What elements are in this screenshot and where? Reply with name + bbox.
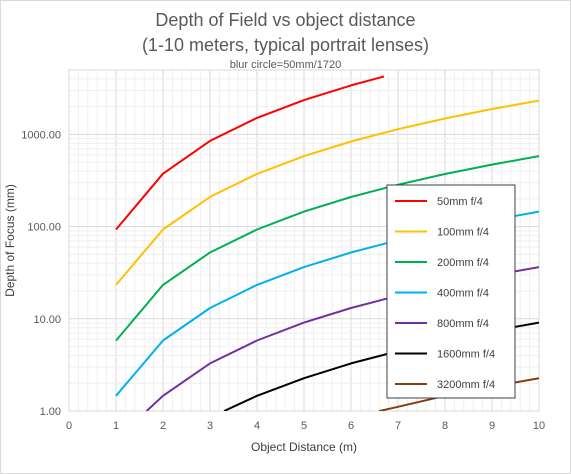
x-tick-label: 9 (489, 420, 495, 432)
x-tick-label: 10 (533, 420, 545, 432)
y-tick-label: 1.00 (40, 406, 61, 418)
chart-note: blur circle=50mm/1720 (229, 59, 342, 71)
y-axis-title: Depth of Focus (mm) (3, 184, 17, 297)
legend-label: 50mm f/4 (437, 196, 483, 208)
legend-label: 400mm f/4 (437, 288, 489, 300)
x-tick-label: 3 (207, 420, 213, 432)
series-line (115, 155, 539, 342)
series-line (115, 75, 385, 231)
x-axis-title: Object Distance (m) (251, 440, 357, 454)
x-tick-label: 0 (66, 420, 72, 432)
y-tick-label: 10.00 (33, 314, 61, 326)
x-tick-label: 8 (442, 420, 448, 432)
legend-label: 800mm f/4 (437, 318, 489, 330)
legend-label: 3200mm f/4 (437, 379, 495, 391)
y-tick-label: 1000.00 (21, 129, 61, 141)
x-tick-label: 5 (301, 420, 307, 432)
chart-subtitle: (1-10 meters, typical portrait lenses) (141, 35, 430, 55)
y-tick-label: 100.00 (27, 222, 61, 234)
chart-title: Depth of Field vs object distance (155, 10, 416, 30)
x-tick-label: 1 (113, 420, 119, 432)
legend-label: 1600mm f/4 (437, 349, 495, 361)
x-tick-label: 7 (395, 420, 401, 432)
x-tick-label: 4 (254, 420, 260, 432)
legend-label: 100mm f/4 (437, 227, 489, 239)
x-tick-label: 6 (348, 420, 354, 432)
legend-label: 200mm f/4 (437, 257, 489, 269)
series-line (115, 99, 539, 286)
x-tick-label: 2 (160, 420, 166, 432)
plot-border (68, 69, 540, 412)
